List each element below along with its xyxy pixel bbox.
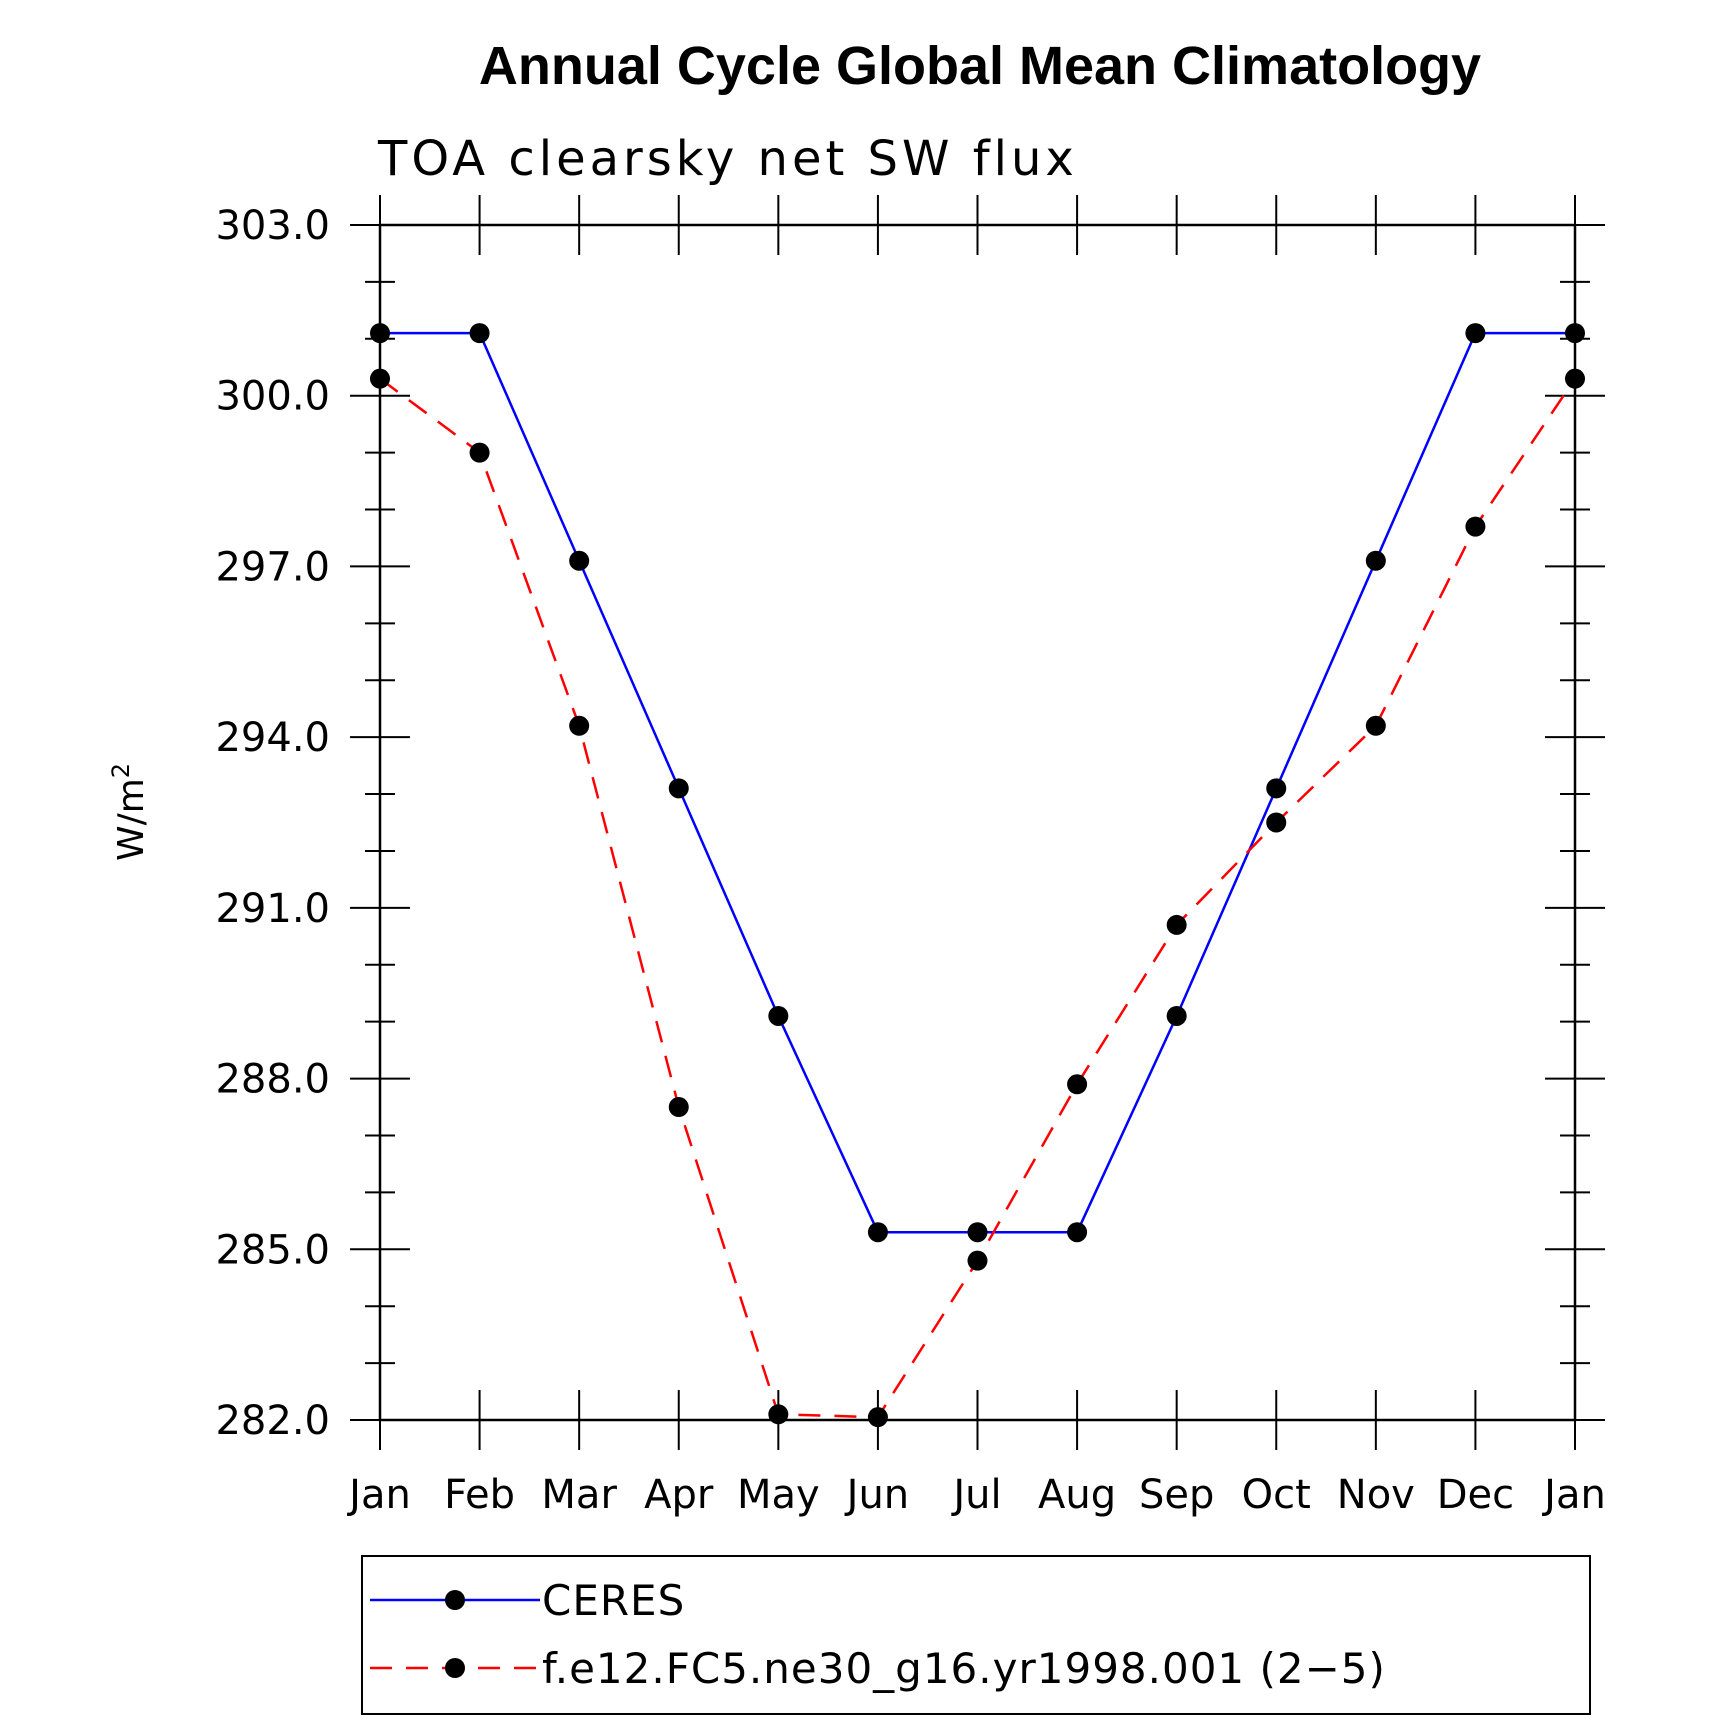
legend-box	[361, 1555, 1591, 1715]
chart-subtitle: TOA clearsky net SW flux	[377, 131, 1078, 187]
svg-text:W/m2: W/m2	[107, 763, 152, 861]
series-0-point	[1067, 1222, 1088, 1243]
y-tick-label: 300.0	[215, 374, 330, 420]
y-tick-label: 294.0	[215, 715, 330, 761]
y-axis-label: W/m2	[107, 763, 152, 861]
legend-marker-ceres	[445, 1590, 465, 1610]
series-0-point	[867, 1222, 888, 1243]
x-tick-label: Sep	[1139, 1472, 1214, 1518]
x-tick-label: Jul	[950, 1472, 1001, 1518]
series-0-point	[1266, 778, 1287, 799]
series-1-point	[1365, 715, 1386, 736]
x-tick-label: Dec	[1437, 1472, 1514, 1518]
x-tick-label: Oct	[1242, 1472, 1311, 1518]
legend-label-ceres: CERES	[542, 1576, 685, 1625]
series-0-point	[668, 778, 689, 799]
legend: CERES f.e12.FC5.ne30_g16.yr1998.001 (2−5…	[361, 1555, 1591, 1715]
series-0-point	[370, 323, 390, 344]
x-tick-label: Nov	[1337, 1472, 1415, 1518]
series-1-point	[768, 1404, 789, 1425]
series-0-point	[569, 550, 590, 571]
series-layer	[370, 323, 1585, 1428]
series-line-0	[380, 331, 1575, 1234]
y-tick-label: 282.0	[215, 1398, 330, 1444]
x-tick-label: Apr	[644, 1472, 714, 1518]
series-0-point	[1565, 323, 1585, 344]
y-tick-label: 288.0	[215, 1057, 330, 1103]
x-tick-label: Feb	[444, 1472, 515, 1518]
series-0-point	[469, 323, 490, 344]
series-1-point	[1067, 1074, 1088, 1095]
legend-marker-model	[445, 1658, 465, 1678]
y-tick-label: 297.0	[215, 544, 330, 590]
series-0-point	[1166, 1005, 1187, 1026]
series-1-point	[867, 1407, 888, 1428]
axis-ticks	[350, 195, 1605, 1450]
series-0-point	[768, 1005, 789, 1026]
x-tick-labels: Jan Feb Mar Apr May Jun Jul Aug Sep Oct Nov Dec Jan	[346, 1472, 1606, 1518]
series-0-point	[1365, 550, 1386, 571]
x-tick-label: Aug	[1038, 1472, 1116, 1518]
series-1-point	[967, 1250, 988, 1271]
x-tick-label: Jun	[844, 1472, 910, 1518]
x-tick-label: May	[737, 1472, 820, 1518]
y-tick-labels: 282.0 285.0 288.0 291.0 294.0 297.0 300.0 303.0	[215, 203, 330, 1444]
x-tick-label: Jan	[346, 1472, 411, 1518]
series-1-point	[469, 442, 490, 463]
series-1-point	[1266, 812, 1287, 833]
series-1-point	[668, 1097, 689, 1118]
series-1-point	[569, 715, 590, 736]
series-0-point	[1465, 323, 1486, 344]
chart-title: Annual Cycle Global Mean Climatology	[479, 36, 1481, 96]
series-1-point	[370, 368, 390, 389]
series-0-point	[967, 1222, 988, 1243]
series-1-point	[1166, 914, 1187, 935]
x-tick-label: Mar	[541, 1472, 617, 1518]
series-1-point	[1465, 516, 1486, 537]
y-axis-label-text: W/m	[111, 778, 152, 861]
y-axis-label-superscript: 2	[107, 763, 135, 778]
y-tick-label: 303.0	[215, 203, 330, 249]
y-tick-label: 285.0	[215, 1227, 330, 1273]
legend-label-model: f.e12.FC5.ne30_g16.yr1998.001 (2−5)	[542, 1644, 1386, 1693]
x-tick-label: Jan	[1541, 1472, 1606, 1518]
series-1-point	[1565, 368, 1585, 389]
y-tick-label: 291.0	[215, 886, 330, 932]
